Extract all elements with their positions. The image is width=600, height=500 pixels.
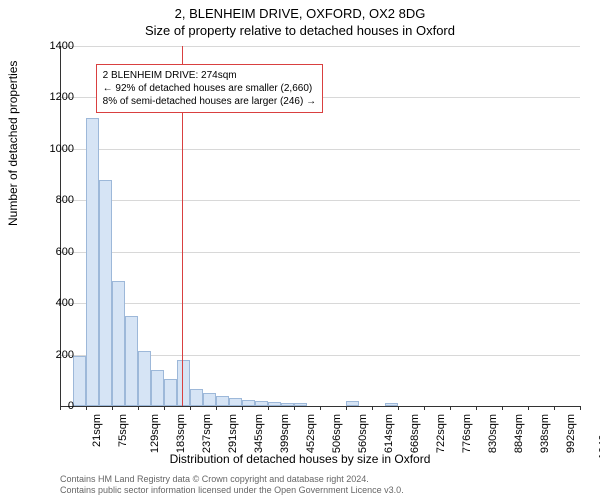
gridline xyxy=(60,252,580,253)
x-tick-label: 129sqm xyxy=(149,414,161,453)
x-tick xyxy=(398,406,399,410)
y-tick-label: 800 xyxy=(34,194,74,206)
x-tick-label: 291sqm xyxy=(227,414,239,453)
x-tick-label: 75sqm xyxy=(117,414,129,447)
histogram-bar xyxy=(229,398,242,406)
y-tick-label: 1000 xyxy=(34,143,74,155)
histogram-bar xyxy=(203,393,216,406)
x-tick xyxy=(216,406,217,410)
x-tick xyxy=(528,406,529,410)
x-tick-label: 345sqm xyxy=(253,414,265,453)
histogram-bar xyxy=(177,360,190,406)
annotation-box: 2 BLENHEIM DRIVE: 274sqm← 92% of detache… xyxy=(96,64,323,113)
x-tick-label: 237sqm xyxy=(201,414,213,453)
y-axis-label: Number of detached properties xyxy=(6,61,20,226)
x-tick-label: 776sqm xyxy=(461,414,473,453)
gridline xyxy=(60,303,580,304)
x-tick-label: 722sqm xyxy=(435,414,447,453)
footer-line2: Contains public sector information licen… xyxy=(60,485,404,496)
y-tick-label: 1200 xyxy=(34,91,74,103)
annotation-line3: 8% of semi-detached houses are larger (2… xyxy=(103,95,316,108)
histogram-bar xyxy=(190,389,203,406)
y-tick-label: 1400 xyxy=(34,40,74,52)
x-tick xyxy=(294,406,295,410)
x-tick-label: 560sqm xyxy=(357,414,369,453)
x-tick-label: 992sqm xyxy=(565,414,577,453)
y-tick-label: 600 xyxy=(34,246,74,258)
x-tick xyxy=(346,406,347,410)
x-tick-label: 614sqm xyxy=(383,414,395,453)
histogram-bar xyxy=(73,356,86,406)
x-tick-label: 884sqm xyxy=(513,414,525,453)
x-tick-label: 452sqm xyxy=(305,414,317,453)
annotation-line2: ← 92% of detached houses are smaller (2,… xyxy=(103,82,316,95)
x-tick-label: 668sqm xyxy=(409,414,421,453)
y-tick-label: 200 xyxy=(34,349,74,361)
x-tick xyxy=(190,406,191,410)
x-tick xyxy=(372,406,373,410)
x-tick-label: 938sqm xyxy=(539,414,551,453)
x-axis-label: Distribution of detached houses by size … xyxy=(0,452,600,466)
chart-title-line2: Size of property relative to detached ho… xyxy=(0,21,600,38)
histogram-bar xyxy=(216,396,229,406)
histogram-bar xyxy=(99,180,112,406)
x-tick xyxy=(320,406,321,410)
y-tick-label: 0 xyxy=(34,400,74,412)
x-tick-label: 506sqm xyxy=(331,414,343,453)
x-tick-label: 830sqm xyxy=(487,414,499,453)
histogram-bar xyxy=(125,316,138,406)
gridline xyxy=(60,200,580,201)
x-tick-label: 21sqm xyxy=(91,414,103,447)
x-tick xyxy=(476,406,477,410)
histogram-bar xyxy=(164,379,177,406)
plot-area: 2 BLENHEIM DRIVE: 274sqm← 92% of detache… xyxy=(60,46,580,406)
histogram-bar xyxy=(112,281,125,406)
x-tick-label: 183sqm xyxy=(175,414,187,453)
x-tick xyxy=(268,406,269,410)
y-tick-label: 400 xyxy=(34,297,74,309)
chart-container: 2, BLENHEIM DRIVE, OXFORD, OX2 8DG Size … xyxy=(0,0,600,500)
x-tick xyxy=(580,406,581,410)
gridline xyxy=(60,46,580,47)
histogram-bar xyxy=(138,351,151,406)
gridline xyxy=(60,149,580,150)
x-tick xyxy=(242,406,243,410)
x-tick xyxy=(424,406,425,410)
x-tick xyxy=(164,406,165,410)
x-tick-label: 399sqm xyxy=(279,414,291,453)
histogram-bar xyxy=(86,118,99,406)
x-tick xyxy=(450,406,451,410)
chart-title-line1: 2, BLENHEIM DRIVE, OXFORD, OX2 8DG xyxy=(0,0,600,21)
histogram-bar xyxy=(151,370,164,406)
x-tick xyxy=(86,406,87,410)
x-tick xyxy=(554,406,555,410)
x-tick xyxy=(138,406,139,410)
annotation-line1: 2 BLENHEIM DRIVE: 274sqm xyxy=(103,69,316,82)
footer-line1: Contains HM Land Registry data © Crown c… xyxy=(60,474,404,485)
footer-attribution: Contains HM Land Registry data © Crown c… xyxy=(60,474,404,496)
x-tick xyxy=(112,406,113,410)
x-tick xyxy=(502,406,503,410)
